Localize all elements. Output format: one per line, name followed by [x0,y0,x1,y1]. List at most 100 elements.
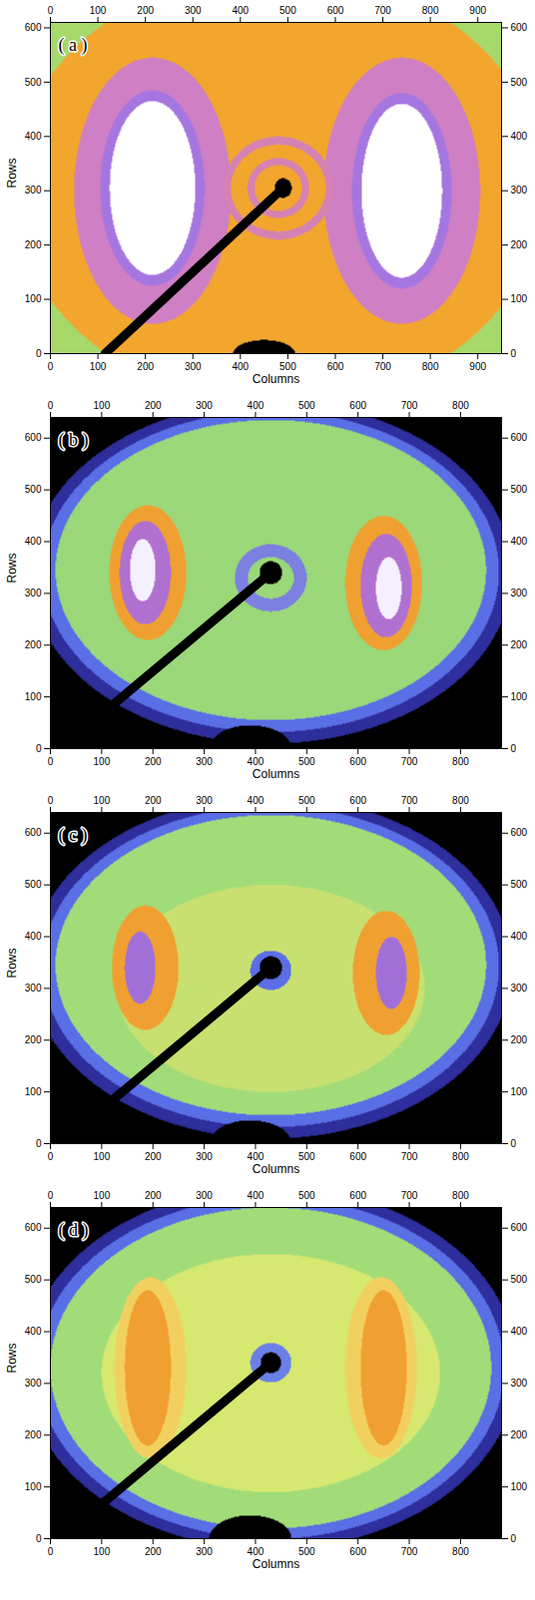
svg-text:( a ): ( a ) [58,34,88,56]
svg-text:Rows: Rows [4,948,19,979]
svg-text:500: 500 [279,361,297,373]
svg-text:900: 900 [469,361,487,373]
svg-text:800: 800 [452,1151,470,1163]
svg-text:200: 200 [24,239,42,251]
svg-text:500: 500 [511,76,529,88]
svg-text:100: 100 [24,1086,42,1098]
svg-text:500: 500 [511,484,529,496]
svg-text:0: 0 [47,361,54,373]
svg-text:600: 600 [24,827,42,839]
svg-text:600: 600 [349,1151,367,1163]
svg-text:Rows: Rows [4,552,19,583]
svg-text:0: 0 [511,1534,518,1546]
svg-text:200: 200 [511,639,529,651]
svg-text:Columns: Columns [252,372,300,387]
svg-text:500: 500 [511,1274,529,1286]
svg-text:800: 800 [452,756,470,768]
svg-text:400: 400 [511,130,529,142]
svg-text:Columns: Columns [252,1162,300,1177]
svg-text:200: 200 [136,361,154,373]
svg-text:400: 400 [511,931,529,943]
svg-text:300: 300 [184,361,202,373]
svg-text:100: 100 [511,1086,529,1098]
svg-text:0: 0 [47,1547,54,1559]
svg-text:300: 300 [24,1378,42,1390]
svg-text:500: 500 [24,879,42,891]
svg-text:500: 500 [298,1190,316,1202]
svg-text:Rows: Rows [4,157,19,188]
svg-text:300: 300 [511,983,529,995]
svg-text:200: 200 [24,639,42,651]
svg-text:100: 100 [511,1482,529,1494]
svg-text:700: 700 [401,400,419,412]
svg-text:100: 100 [93,400,111,412]
svg-text:100: 100 [89,361,107,373]
svg-text:0: 0 [47,756,54,768]
svg-text:0: 0 [47,4,54,16]
svg-text:0: 0 [47,795,54,807]
svg-text:100: 100 [511,293,529,305]
svg-text:300: 300 [195,1151,213,1163]
svg-text:400: 400 [24,931,42,943]
svg-text:100: 100 [89,4,107,16]
svg-text:200: 200 [144,1190,162,1202]
svg-text:100: 100 [93,1151,111,1163]
svg-text:600: 600 [24,432,42,444]
svg-text:300: 300 [184,4,202,16]
svg-text:400: 400 [247,1151,265,1163]
svg-text:500: 500 [298,756,316,768]
svg-text:200: 200 [511,1035,529,1047]
svg-text:0: 0 [511,348,518,360]
svg-text:600: 600 [349,795,367,807]
svg-text:600: 600 [349,1547,367,1559]
svg-text:400: 400 [247,400,265,412]
svg-text:400: 400 [247,795,265,807]
svg-text:700: 700 [401,756,419,768]
svg-text:0: 0 [47,400,54,412]
svg-text:0: 0 [47,1190,54,1202]
svg-text:400: 400 [231,4,249,16]
svg-text:0: 0 [35,1138,42,1150]
svg-text:200: 200 [144,400,162,412]
svg-text:300: 300 [195,756,213,768]
svg-text:600: 600 [349,1190,367,1202]
svg-text:100: 100 [24,691,42,703]
svg-text:700: 700 [401,795,419,807]
svg-text:300: 300 [511,1378,529,1390]
svg-text:400: 400 [511,535,529,547]
svg-text:100: 100 [93,1190,111,1202]
svg-text:0: 0 [35,1534,42,1546]
svg-text:500: 500 [298,1547,316,1559]
svg-text:100: 100 [93,795,111,807]
svg-text:( c ): ( c ) [58,825,88,847]
svg-text:Columns: Columns [252,767,300,782]
svg-text:700: 700 [401,1190,419,1202]
svg-text:400: 400 [247,1190,265,1202]
svg-text:400: 400 [24,1326,42,1338]
svg-text:300: 300 [195,1547,213,1559]
svg-text:300: 300 [511,587,529,599]
svg-text:400: 400 [24,130,42,142]
svg-text:500: 500 [24,484,42,496]
svg-text:200: 200 [144,1151,162,1163]
svg-text:400: 400 [247,1547,265,1559]
svg-text:400: 400 [511,1326,529,1338]
svg-text:700: 700 [401,1547,419,1559]
svg-text:800: 800 [452,400,470,412]
svg-text:( d ): ( d ) [58,1220,89,1242]
svg-text:100: 100 [24,1482,42,1494]
svg-text:400: 400 [247,756,265,768]
svg-text:200: 200 [511,1430,529,1442]
svg-text:200: 200 [144,795,162,807]
svg-text:700: 700 [401,1151,419,1163]
svg-text:200: 200 [511,239,529,251]
svg-text:300: 300 [195,400,213,412]
svg-text:500: 500 [511,879,529,891]
svg-text:500: 500 [24,1274,42,1286]
svg-text:0: 0 [35,348,42,360]
svg-text:800: 800 [422,4,440,16]
svg-text:100: 100 [511,691,529,703]
svg-text:Rows: Rows [4,1343,19,1374]
svg-text:300: 300 [24,983,42,995]
svg-text:400: 400 [24,535,42,547]
